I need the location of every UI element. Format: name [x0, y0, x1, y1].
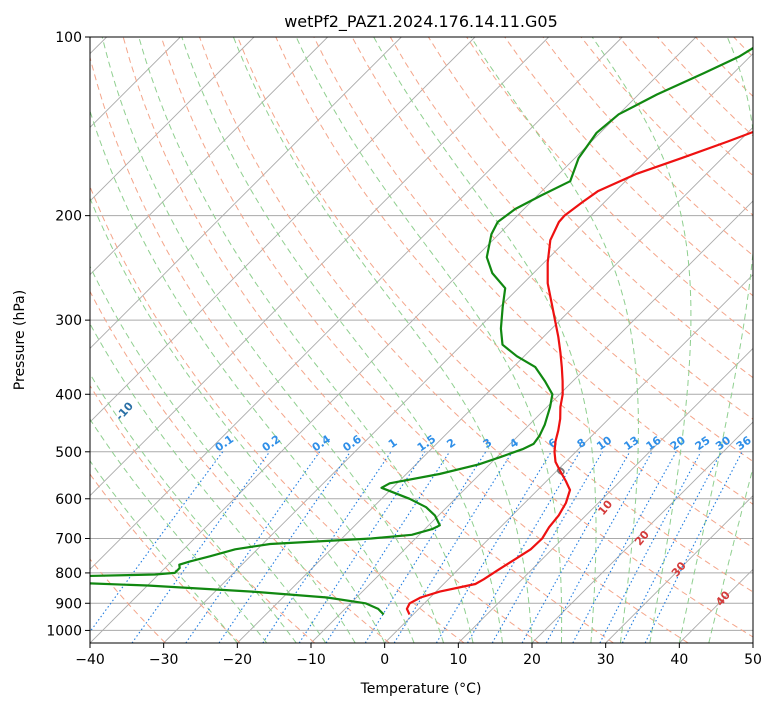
moist-adiabat-line	[232, 37, 533, 643]
isotherm-line	[90, 37, 255, 202]
dry-adiabat-line	[427, 37, 753, 379]
mixing-ratio-line	[364, 451, 487, 643]
mixing-ratio-label: 36	[734, 433, 754, 453]
isotherm-line	[605, 495, 753, 643]
mixing-ratio-line	[644, 451, 743, 643]
y-tick-label: 400	[55, 387, 82, 403]
dry-adiabat-line	[313, 37, 753, 505]
mixing-ratio-line	[131, 451, 271, 643]
mixing-ratio-line	[90, 451, 224, 633]
moist-adiabats	[90, 37, 753, 643]
dry-adiabat-line	[90, 55, 540, 643]
isotherm-line	[90, 37, 328, 276]
y-tick-label: 600	[55, 492, 82, 508]
moist-adiabat-line	[181, 37, 503, 643]
x-tick-label: 10	[449, 652, 467, 668]
dry-adiabat-line	[90, 290, 390, 643]
mixing-ratio-lines	[90, 451, 743, 643]
isotherm-line	[90, 37, 697, 643]
moist-adiabat-line	[591, 37, 692, 643]
dry-adiabat-line	[466, 37, 753, 338]
x-tick-label: 50	[744, 652, 762, 668]
isotherm-line	[90, 37, 402, 349]
mixing-ratio-line	[599, 451, 702, 643]
isotherm-line	[163, 53, 753, 643]
mixing-ratio-line	[545, 451, 653, 643]
moist-adiabat-line	[678, 37, 753, 643]
x-tick-label: −30	[149, 652, 179, 668]
moist-adiabat-line	[90, 109, 415, 643]
isotherm-line	[90, 37, 549, 497]
moist-adiabat-line	[90, 265, 356, 643]
temperature-profile-line	[405, 130, 753, 615]
y-axis: 1000 900 800 700 600 500 400 300 200 100	[46, 30, 90, 639]
x-tick-label: 40	[670, 652, 688, 668]
dry-adiabat-line	[90, 473, 241, 643]
dry-adiabat-line	[160, 37, 689, 643]
isotherm-line	[90, 37, 623, 570]
isotherm-line	[458, 347, 753, 643]
moist-adiabat-line	[90, 196, 386, 643]
mixing-ratio-line	[298, 451, 426, 643]
dewpoint-profile-line	[90, 46, 753, 616]
moist-adiabat-line	[708, 466, 753, 643]
isotherm-line	[752, 642, 753, 643]
moist-adiabat-line	[90, 373, 297, 643]
dry-adiabat-line	[90, 384, 316, 643]
dry-adiabat-line	[199, 37, 753, 638]
plot-frame	[89, 36, 754, 644]
mixing-ratio-line	[262, 451, 392, 643]
isobar-grid	[90, 37, 753, 631]
x-axis-label: Temperature (°C)	[360, 681, 482, 697]
y-axis-label: Pressure (hPa)	[12, 290, 28, 390]
isotherm-line	[237, 126, 753, 643]
isotherm-grid	[90, 37, 753, 643]
moist-adiabat-line	[90, 418, 268, 643]
x-tick-label: 0	[380, 652, 389, 668]
mixing-ratio-line	[435, 451, 552, 643]
x-tick-label: −10	[296, 652, 326, 668]
isotherm-line	[310, 200, 753, 643]
dry-adiabat-line	[351, 37, 753, 463]
y-tick-label: 900	[55, 596, 82, 612]
dry-adiabat-line	[90, 185, 465, 643]
chart-title: wetPf2_PAZ1.2024.176.14.11.G05	[284, 12, 558, 32]
moist-adiabat-line	[90, 460, 238, 643]
moist-adiabat-line	[373, 37, 597, 643]
y-tick-label: 1000	[46, 623, 82, 639]
x-axis: −40 −30 −20 −10 0 10 20 30 40 50	[75, 643, 762, 668]
dry-adiabats	[90, 37, 753, 643]
moist-adiabat-line	[90, 322, 327, 643]
y-tick-label: 500	[55, 445, 82, 461]
x-tick-label: 30	[597, 652, 615, 668]
y-tick-label: 200	[55, 209, 82, 225]
dry-adiabat-line	[504, 37, 753, 297]
mixing-ratio-line	[572, 451, 677, 643]
x-tick-label: 20	[523, 652, 541, 668]
isotherm-line	[531, 421, 753, 643]
mixing-ratio-line	[185, 451, 321, 643]
moist-adiabat-line	[101, 37, 445, 643]
mixing-ratio-line	[521, 451, 631, 643]
moist-adiabat-line	[470, 37, 639, 643]
mixing-ratio-line	[325, 451, 451, 643]
mixing-ratio-line	[218, 451, 351, 643]
x-tick-label: −40	[75, 652, 105, 668]
sounding-profiles	[90, 46, 753, 616]
dry-adiabat-line	[389, 37, 753, 420]
plot-area: -100-90-80-70-60-50-40-30-20-100.10.20.4…	[90, 37, 754, 643]
y-tick-label: 100	[55, 30, 82, 46]
dry-adiabat-line	[122, 37, 614, 643]
moist-adiabat-line	[295, 37, 563, 643]
y-tick-label: 800	[55, 566, 82, 582]
y-tick-label: 300	[55, 313, 82, 329]
isotherm-line	[90, 37, 476, 423]
dry-adiabat-line	[275, 37, 753, 549]
y-tick-label: 700	[55, 532, 82, 548]
dry-adiabat-line	[237, 37, 753, 593]
x-tick-label: −20	[223, 652, 253, 668]
moist-adiabat-line	[138, 37, 474, 643]
isotherm-line	[384, 274, 753, 643]
